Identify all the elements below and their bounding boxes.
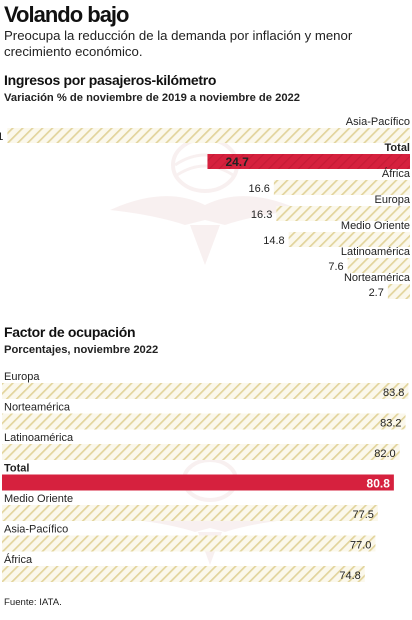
value-label: 80.8 — [367, 477, 391, 491]
bar — [273, 180, 410, 195]
subhead: Preocupa la reducción de la demanda por … — [4, 28, 353, 59]
category-label: Norteamérica — [4, 402, 71, 414]
bar — [2, 566, 365, 582]
bar — [2, 413, 406, 430]
chart2-subtitle: Porcentajes, noviembre 2022 — [4, 344, 159, 356]
category-label: Europa — [375, 194, 411, 206]
bar-total — [207, 154, 410, 169]
chart1-title: Ingresos por pasajeros-kilómetro — [4, 72, 217, 88]
value-label: 16.3 — [251, 209, 272, 221]
source-note: Fuente: IATA. — [4, 597, 62, 608]
chart-revenue-passenger-km: Asia-Pacífico 49.1 Total 24.7 África 16.6 Euro… — [0, 116, 411, 299]
bar-total — [2, 474, 394, 491]
category-label: África — [382, 167, 411, 180]
category-label: Latinoamérica — [341, 246, 411, 258]
value-label: 77.5 — [352, 509, 373, 521]
category-label: Asia-Pacífico — [4, 524, 68, 536]
value-label: 83.2 — [380, 418, 401, 430]
category-label: Medio Oriente — [4, 493, 73, 505]
bar — [288, 232, 410, 247]
bar — [2, 444, 400, 460]
value-label: 7.6 — [328, 261, 343, 273]
bar — [276, 206, 410, 221]
bar — [2, 505, 378, 521]
value-label: 83.8 — [383, 387, 404, 399]
value-label: 2.7 — [369, 287, 384, 299]
value-label: 24.7 — [225, 155, 249, 169]
value-label: 82.0 — [374, 448, 395, 460]
bar — [2, 535, 376, 552]
value-label: 77.0 — [350, 540, 371, 552]
bar — [387, 284, 410, 299]
value-label: 49.1 — [0, 131, 3, 143]
chart-load-factor: Europa 83.8 Norteamérica 83.2 Latinoamérica 8… — [2, 371, 409, 582]
value-label: 14.8 — [263, 235, 284, 247]
value-label: 16.6 — [248, 183, 269, 195]
category-label: Asia-Pacífico — [346, 116, 410, 128]
chart1-subtitle: Variación % de noviembre de 2019 a novie… — [4, 92, 300, 104]
category-label: Latinoamérica — [4, 432, 74, 444]
bar — [347, 258, 410, 273]
bar — [7, 128, 410, 143]
headline: Volando bajo — [4, 2, 129, 27]
category-label: Total — [4, 463, 29, 475]
chart2-title: Factor de ocupación — [4, 324, 136, 340]
bar — [2, 383, 409, 399]
category-label: Europa — [4, 371, 40, 383]
category-label: África — [4, 553, 33, 566]
category-label: Total — [385, 142, 410, 154]
category-label: Norteamérica — [344, 272, 411, 284]
value-label: 74.8 — [339, 570, 360, 582]
category-label: Medio Oriente — [341, 220, 410, 232]
